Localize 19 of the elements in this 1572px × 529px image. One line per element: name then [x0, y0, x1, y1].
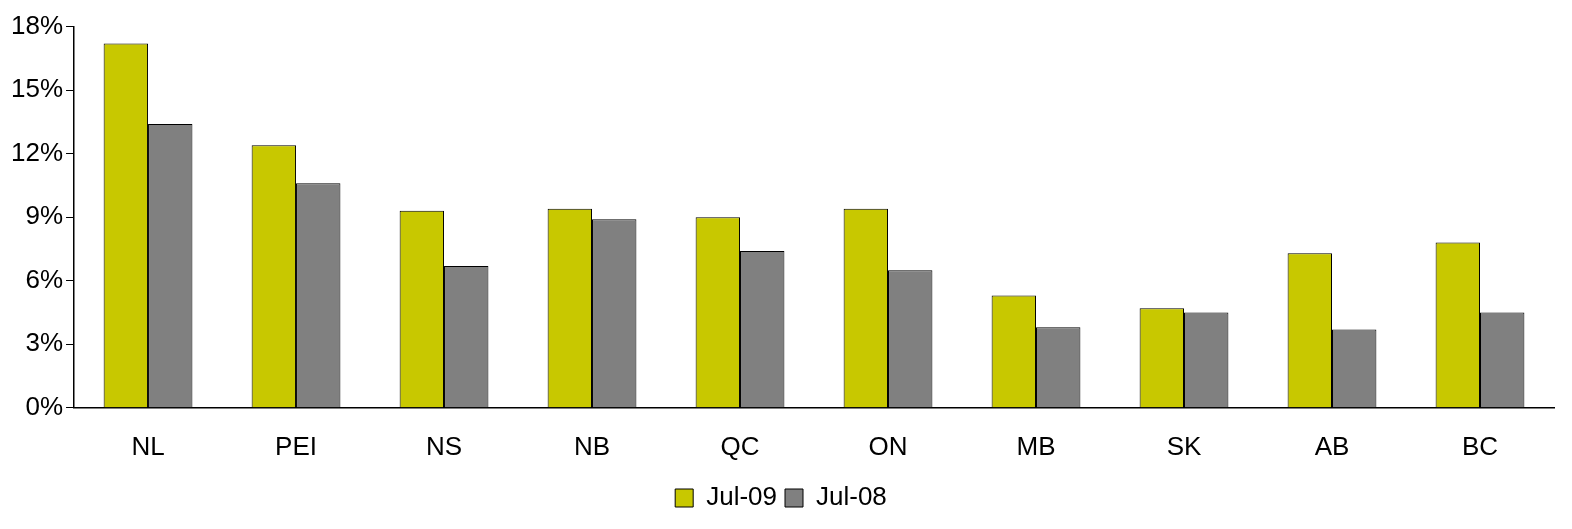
x-tick-label: ON — [868, 430, 908, 461]
y-tick-label: 9% — [25, 200, 64, 231]
x-tick-label: NB — [573, 430, 611, 461]
y-tick-label: 6% — [25, 263, 64, 294]
y-tick-label: 0% — [25, 390, 64, 421]
x-tick-label: SK — [1166, 430, 1203, 461]
y-tick-label: 18% — [10, 9, 64, 40]
x-tick-label: MB — [1016, 430, 1056, 461]
legend-label: Jul-09 — [706, 481, 778, 512]
legend-label: Jul-08 — [816, 481, 887, 512]
y-tick-label: 15% — [10, 73, 64, 104]
y-tick-label: 3% — [25, 327, 64, 358]
x-tick-label: PEI — [275, 430, 317, 461]
x-tick-label: AB — [1314, 430, 1350, 461]
x-tick-label: NS — [425, 430, 463, 461]
x-tick-label: QC — [720, 430, 760, 461]
x-tick-label: NL — [131, 430, 165, 461]
x-tick-label: BC — [1461, 430, 1499, 461]
y-tick-label: 12% — [10, 136, 64, 167]
